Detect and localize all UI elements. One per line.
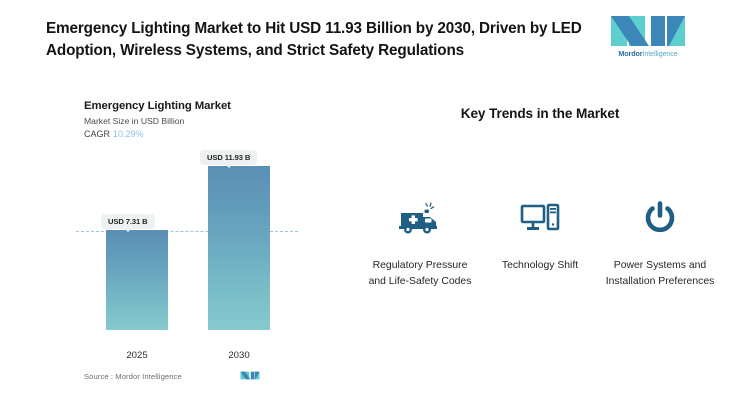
bar-2030 [208,166,270,330]
key-trends-list: Regulatory Pressure and Life-Safety Code… [355,196,725,290]
power-button-icon [642,196,678,242]
power-button-icon-svg [645,201,675,233]
chart-subtitle: Market Size in USD Billion [84,116,185,126]
cagr-value: 10.29% [113,129,144,139]
trend-label-power-systems: Power Systems and Installation Preferenc… [605,260,715,287]
trend-item-technology-shift: Technology Shift [483,196,597,290]
trend-item-regulatory-pressure: Regulatory Pressure and Life-Safety Code… [363,196,477,290]
ambulance-icon [399,196,441,242]
key-trends-section: Key Trends in the Market [355,86,725,382]
logo-word-intelligence: Intelligence [642,49,678,58]
trend-item-power-systems: Power Systems and Installation Preferenc… [603,196,717,290]
footer-logo-mark [240,371,260,380]
trend-label-regulatory-pressure: Regulatory Pressure and Life-Safety Code… [368,260,472,287]
mordor-intelligence-logo: MordorIntelligence [609,14,687,66]
chart-title: Emergency Lighting Market [84,100,231,112]
trend-label-technology-shift: Technology Shift [501,260,579,271]
chart-footer: Source : Mordor Intelligence [62,368,312,384]
chart-card: Emergency Lighting Market Market Size in… [62,86,312,382]
mordor-logo-wordmark: MordorIntelligence [609,49,687,58]
chart-cagr: CAGR 10.29% [84,129,144,139]
x-axis-label-2025: 2025 [126,350,148,361]
x-axis-label-2030: 2030 [228,350,250,361]
ambulance-icon-svg [399,202,437,234]
header: Emergency Lighting Market to Hit USD 11.… [0,0,750,86]
desktop-computer-icon-svg [520,203,560,231]
logo-word-mordor: Mordor [618,49,643,58]
source-text: Source : Mordor Intelligence [84,371,182,381]
bar-value-label-2030: USD 11.93 B [200,150,258,168]
desktop-computer-icon [520,196,560,242]
bar-chart-plot: USD 7.31 B USD 11.93 B [62,148,312,348]
mordor-logo-mark [611,16,685,46]
x-axis-labels: 2025 2030 [62,350,312,366]
key-trends-title: Key Trends in the Market [460,106,620,121]
reference-dashed-line [76,231,298,232]
page-title: Emergency Lighting Market to Hit USD 11.… [46,20,582,59]
cagr-label: CAGR [84,129,111,139]
bar-value-label-2025: USD 7.31 B [101,214,155,232]
bar-2025 [106,230,168,330]
